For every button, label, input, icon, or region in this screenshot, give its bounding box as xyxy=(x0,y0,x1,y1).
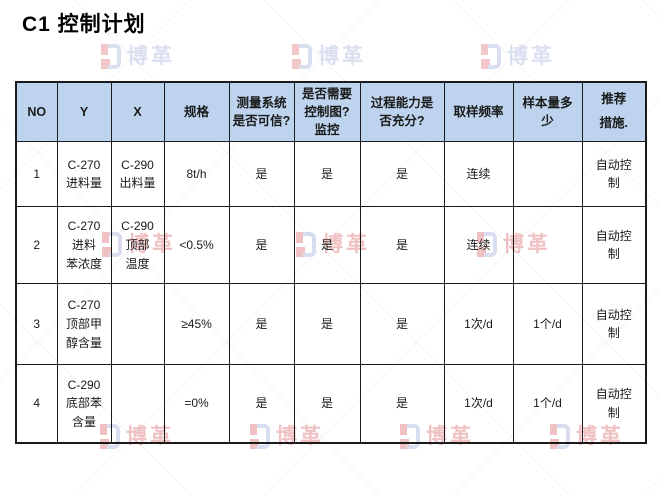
header-no: NO xyxy=(15,81,58,143)
r4-sample-size: 1个/d xyxy=(512,364,583,444)
boge-watermark: 博革 xyxy=(101,44,175,69)
r1-sampling-frequency: 连续 xyxy=(443,141,514,208)
r3-y: C-270 顶部甲 醇含量 xyxy=(56,283,112,366)
r1-no: 1 xyxy=(15,141,58,208)
r3-no: 3 xyxy=(15,283,58,366)
r4-msa: 是 xyxy=(228,364,295,444)
header-recommended-action: 推荐 措施. xyxy=(581,81,647,143)
r2-x: C-290 顶部 温度 xyxy=(110,206,165,285)
boge-watermark: 博革 xyxy=(292,44,366,69)
r3-sample-size: 1个/d xyxy=(512,283,583,366)
r2-y: C-270 进料 苯浓度 xyxy=(56,206,112,285)
boge-logo-icon xyxy=(292,44,312,69)
header-x: X xyxy=(110,81,165,143)
header-sampling-frequency: 取样频率 xyxy=(443,81,514,143)
table-row: 2 C-270 进料 苯浓度 C-290 顶部 温度 <0.5% 是 是 是 连… xyxy=(15,206,647,285)
r1-sample-size xyxy=(512,141,583,208)
r4-no: 4 xyxy=(15,364,58,444)
r3-control-chart: 是 xyxy=(293,283,361,366)
header-row: NO Y X 规格 测量系统 是否可信? 是否需要 控制图? 监控 过程能力是 … xyxy=(15,81,647,143)
r3-x xyxy=(110,283,165,366)
r2-spec: <0.5% xyxy=(163,206,230,285)
r4-y: C-290 底部苯 含量 xyxy=(56,364,112,444)
table-row: 1 C-270 进料量 C-290 出料量 8t/h 是 是 是 连续 自动控 … xyxy=(15,141,647,208)
r3-capability: 是 xyxy=(359,283,445,366)
r1-capability: 是 xyxy=(359,141,445,208)
r4-spec: =0% xyxy=(163,364,230,444)
r4-control-chart: 是 xyxy=(293,364,361,444)
control-plan-table: NO Y X 规格 测量系统 是否可信? 是否需要 控制图? 监控 过程能力是 … xyxy=(15,81,647,444)
r4-sampling-frequency: 1次/d xyxy=(443,364,514,444)
r2-sample-size xyxy=(512,206,583,285)
r4-x xyxy=(110,364,165,444)
r2-control-chart: 是 xyxy=(293,206,361,285)
boge-logo-icon xyxy=(481,44,501,69)
r1-msa: 是 xyxy=(228,141,295,208)
r3-msa: 是 xyxy=(228,283,295,366)
r2-capability: 是 xyxy=(359,206,445,285)
header-sample-size: 样本量多 少 xyxy=(512,81,583,143)
boge-watermark-text: 博革 xyxy=(507,45,555,68)
r1-control-chart: 是 xyxy=(293,141,361,208)
r3-sampling-frequency: 1次/d xyxy=(443,283,514,366)
page-title: C1 控制计划 xyxy=(22,13,146,36)
r1-spec: 8t/h xyxy=(163,141,230,208)
r1-y: C-270 进料量 xyxy=(56,141,112,208)
r3-recommended-action: 自动控 制 xyxy=(581,283,647,366)
boge-watermark-text: 博革 xyxy=(318,45,366,68)
r1-x: C-290 出料量 xyxy=(110,141,165,208)
r2-recommended-action: 自动控 制 xyxy=(581,206,647,285)
header-control-chart: 是否需要 控制图? 监控 xyxy=(293,81,361,143)
table-row: 4 C-290 底部苯 含量 =0% 是 是 是 1次/d 1个/d 自动控 制 xyxy=(15,364,647,444)
header-capability: 过程能力是 否充分? xyxy=(359,81,445,143)
r2-no: 2 xyxy=(15,206,58,285)
r1-recommended-action: 自动控 制 xyxy=(581,141,647,208)
table-row: 3 C-270 顶部甲 醇含量 ≥45% 是 是 是 1次/d 1个/d 自动控… xyxy=(15,283,647,366)
header-msa: 测量系统 是否可信? xyxy=(228,81,295,143)
boge-watermark: 博革 xyxy=(481,44,555,69)
r4-capability: 是 xyxy=(359,364,445,444)
boge-logo-icon xyxy=(101,44,121,69)
r2-msa: 是 xyxy=(228,206,295,285)
r2-sampling-frequency: 连续 xyxy=(443,206,514,285)
header-y: Y xyxy=(56,81,112,143)
r4-recommended-action: 自动控 制 xyxy=(581,364,647,444)
r3-spec: ≥45% xyxy=(163,283,230,366)
boge-watermark-text: 博革 xyxy=(127,45,175,68)
header-spec: 规格 xyxy=(163,81,230,143)
